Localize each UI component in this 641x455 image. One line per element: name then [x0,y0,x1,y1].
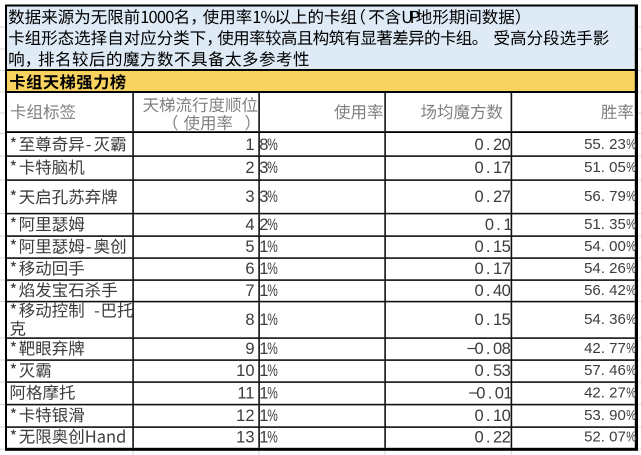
svg-text:0.53: 0.53 [475,362,511,380]
svg-text:11: 11 [237,384,254,402]
svg-text:%: % [267,216,278,234]
svg-text:54. 26: 54. 26 [584,260,626,277]
svg-text:13: 13 [236,428,254,446]
svg-text:%: % [626,215,636,232]
svg-text:%: % [267,159,278,177]
svg-text:%: % [267,311,278,329]
svg-text:%: % [267,385,278,403]
svg-text:1: 1 [259,428,268,446]
svg-text:42. 77: 42. 77 [584,340,626,357]
svg-text:%: % [626,428,636,445]
svg-text:%: % [626,362,636,379]
svg-text:1: 1 [259,260,268,278]
svg-text:0.17: 0.17 [475,159,511,177]
svg-text:0.40: 0.40 [475,282,511,300]
svg-text:0.15: 0.15 [475,311,511,329]
svg-text:2: 2 [259,216,268,234]
svg-text:10: 10 [236,362,254,380]
svg-text:1: 1 [259,384,268,402]
svg-text:5: 5 [245,238,254,256]
svg-text:%: % [626,281,636,298]
svg-text:%: % [626,159,636,176]
svg-text:0.20: 0.20 [475,136,511,154]
svg-text:51. 05: 51. 05 [584,159,626,176]
svg-text:%: % [267,188,278,206]
svg-text:%: % [267,340,278,358]
svg-text:3: 3 [245,188,254,206]
svg-text:2: 2 [245,159,254,177]
svg-text:9: 9 [245,340,254,358]
svg-text:1: 1 [259,362,268,380]
svg-text:%: % [626,238,636,255]
svg-text:4: 4 [245,216,254,234]
svg-text:1: 1 [245,136,254,154]
svg-text:52. 07: 52. 07 [584,428,626,445]
svg-text:42. 27: 42. 27 [584,384,626,401]
svg-text:1: 1 [259,282,268,300]
svg-text:%: % [626,384,636,401]
svg-text:%: % [626,406,636,423]
svg-text:0.17: 0.17 [475,260,511,278]
svg-text:55. 23: 55. 23 [584,136,626,153]
svg-text:%: % [267,362,278,380]
svg-text:6: 6 [245,260,254,278]
svg-text:3: 3 [259,159,268,177]
svg-text:%: % [626,310,636,327]
svg-text:1: 1 [259,238,268,256]
svg-text:0.15: 0.15 [475,238,511,256]
svg-text:%: % [267,429,278,447]
svg-text:−0.08: −0.08 [467,340,511,358]
svg-text:%: % [626,340,636,357]
svg-text:8: 8 [259,136,268,154]
svg-text:57. 46: 57. 46 [584,362,626,379]
svg-text:−0.01: −0.01 [468,384,512,402]
svg-text:0.27: 0.27 [475,188,511,206]
svg-text:%: % [267,282,278,300]
svg-text:1: 1 [259,311,268,329]
svg-text:54. 36: 54. 36 [584,311,626,328]
svg-text:53. 90: 53. 90 [584,407,626,424]
svg-text:1: 1 [259,340,268,358]
svg-text:51. 35: 51. 35 [584,216,626,233]
svg-text:1: 1 [259,407,268,425]
svg-text:56. 79: 56. 79 [584,188,626,205]
svg-text:%: % [267,407,278,425]
svg-text:0.1: 0.1 [485,216,513,234]
svg-text:56. 42: 56. 42 [584,282,626,299]
svg-text:%: % [626,260,636,277]
svg-text:%: % [267,260,278,278]
svg-text:3: 3 [259,188,268,206]
svg-text:%: % [626,135,636,152]
svg-text:%: % [267,136,278,154]
svg-text:12: 12 [236,407,254,425]
svg-text:8: 8 [245,311,254,329]
svg-text:54. 00: 54. 00 [584,238,626,255]
svg-text:%: % [626,187,636,204]
svg-text:7: 7 [245,282,254,300]
svg-text:0.22: 0.22 [475,428,511,446]
svg-text:0.10: 0.10 [475,407,511,425]
svg-text:%: % [267,238,278,256]
